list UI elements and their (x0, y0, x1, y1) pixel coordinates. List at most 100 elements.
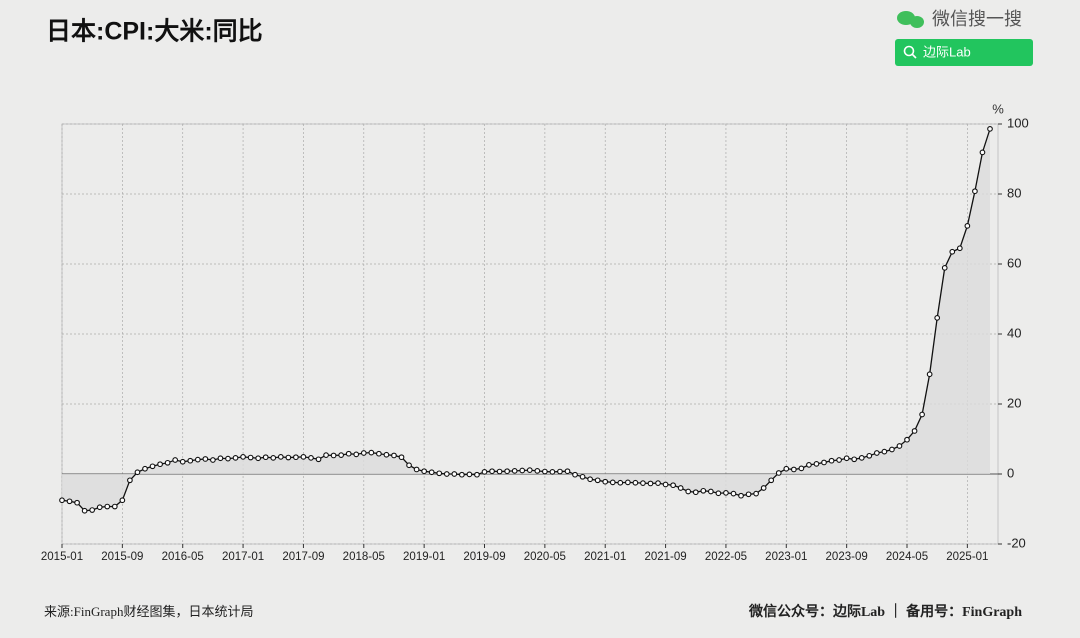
point (277, 454, 284, 460)
y-tick-label: 60 (1007, 255, 1021, 270)
point (745, 491, 752, 498)
point (413, 466, 420, 473)
point (436, 470, 443, 477)
point (149, 463, 156, 470)
point (526, 467, 533, 474)
point (730, 490, 737, 497)
point (542, 468, 548, 475)
point (949, 248, 956, 255)
point (96, 504, 103, 511)
point (164, 459, 171, 466)
point (934, 315, 941, 321)
y-tick-label: 40 (1007, 325, 1021, 340)
point (738, 492, 744, 499)
credit: 微信公众号：边际Lab ｜ 备用号：FinGraph (748, 603, 1022, 620)
point (66, 498, 73, 505)
x-tick-label: 2019-01 (403, 551, 445, 563)
search-button[interactable] (895, 39, 1033, 66)
x-tick-label: 2023-01 (765, 551, 807, 563)
point (179, 458, 186, 465)
point (255, 455, 262, 462)
point (677, 485, 684, 491)
point (511, 468, 518, 474)
point (594, 477, 601, 484)
x-tick-label: 2024-05 (886, 551, 928, 563)
point (323, 452, 329, 458)
point (127, 477, 133, 484)
point (768, 477, 775, 484)
point (519, 467, 526, 474)
point (119, 497, 126, 504)
point (59, 497, 65, 504)
point (919, 411, 925, 418)
point (707, 488, 714, 495)
line (61, 128, 991, 512)
x-tick-label: 2025-01 (946, 551, 988, 563)
wechat-icon (897, 11, 924, 28)
point (142, 465, 148, 472)
area (62, 128, 990, 511)
point (617, 479, 624, 486)
point (851, 456, 858, 463)
point (775, 470, 782, 476)
point (225, 455, 231, 462)
point (821, 459, 827, 466)
point (549, 469, 556, 475)
point (692, 489, 699, 496)
point (836, 457, 842, 463)
x-tick-label: 2015-01 (41, 551, 83, 563)
point (564, 468, 571, 475)
point (964, 223, 971, 229)
source: 来源:FinGraph财经图集，日本统计局 (44, 604, 253, 619)
point (647, 480, 654, 487)
point (534, 468, 541, 474)
point (104, 503, 111, 510)
x-tick-label: 2016-05 (162, 551, 204, 563)
point (398, 454, 405, 461)
point (330, 452, 337, 459)
point (308, 455, 314, 461)
x-tick-label: 2020-05 (524, 551, 566, 563)
point (459, 471, 465, 478)
point (187, 457, 194, 464)
point (376, 450, 382, 457)
point (655, 480, 661, 486)
point (790, 466, 797, 473)
point (111, 503, 118, 510)
point (300, 454, 307, 460)
point (911, 428, 918, 434)
y-tick-label: 100 (1007, 115, 1029, 130)
point (670, 482, 676, 489)
point (285, 454, 292, 461)
point (806, 462, 812, 468)
point (632, 479, 639, 486)
point (474, 471, 480, 478)
point (987, 126, 993, 132)
point (881, 448, 888, 455)
point (941, 265, 948, 271)
point (353, 451, 360, 458)
point (315, 456, 322, 463)
point (202, 456, 209, 462)
point (715, 490, 722, 497)
point (609, 479, 616, 486)
search-icon (911, 53, 917, 59)
point (360, 450, 367, 456)
point (391, 452, 397, 459)
point (338, 452, 345, 458)
point (210, 457, 216, 463)
search-query[interactable]: 边际Lab (923, 44, 971, 59)
x-tick-label: 2021-01 (584, 551, 626, 563)
y-tick-label: 80 (1007, 185, 1021, 200)
point (466, 471, 473, 478)
chart-title: 日本:CPI:大米:同比 (46, 18, 263, 46)
point (843, 455, 850, 462)
point (866, 452, 873, 459)
point (572, 471, 578, 478)
point (889, 446, 895, 453)
point (760, 485, 767, 491)
point (640, 480, 646, 486)
point (406, 462, 412, 469)
